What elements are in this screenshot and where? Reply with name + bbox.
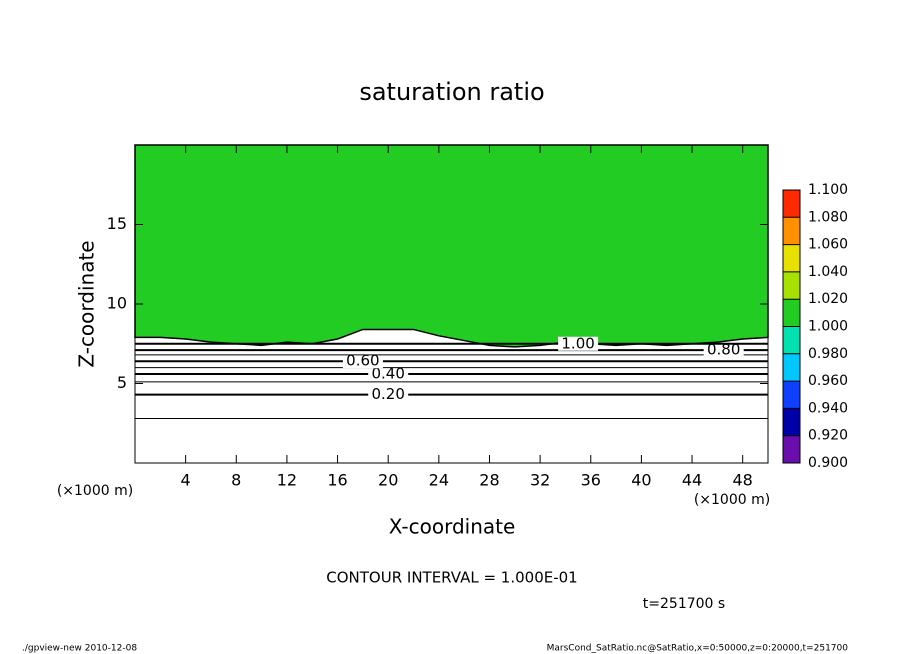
y-tick-label: 5 — [117, 373, 127, 392]
colorbar-bin — [783, 353, 800, 382]
contour-label-bg — [558, 336, 599, 351]
x-unit: (×1000 m) — [57, 483, 133, 499]
x-tick-label: 12 — [277, 471, 297, 490]
x-tick-label: 28 — [479, 471, 499, 490]
colorbar-label: 0.920 — [808, 428, 848, 444]
colorbar-label: 1.000 — [808, 319, 848, 335]
footer: MarsCond_SatRatio.nc@SatRatio,x=0:50000,… — [547, 644, 849, 654]
contour-label: 0.60 — [346, 352, 379, 370]
colorbar-bin — [783, 408, 800, 436]
colorbar-label: 1.060 — [808, 237, 848, 253]
colorbar-label: 0.900 — [808, 455, 848, 471]
colorbar-label: 1.080 — [808, 209, 848, 225]
colorbar-label: 1.020 — [808, 291, 848, 307]
contour-interval: CONTOUR INTERVAL = 1.000E-01 — [326, 569, 577, 587]
x-tick-label: 40 — [631, 471, 651, 490]
y-tick-label: 10 — [107, 294, 127, 313]
contour-label-bg — [342, 354, 383, 369]
colorbar-label: 0.940 — [808, 400, 848, 416]
contour-label-bg — [368, 366, 409, 381]
colorbar-bin — [783, 435, 800, 463]
saturated-area — [134, 144, 769, 348]
x-tick-label: 4 — [181, 471, 191, 490]
x-tick-label: 32 — [530, 471, 550, 490]
x-tick-label: 48 — [733, 471, 753, 490]
y-tick-label: 15 — [107, 214, 127, 233]
contour-label: 0.40 — [371, 364, 404, 382]
colorbar-label: 1.100 — [808, 182, 848, 198]
x-tick-label: 36 — [581, 471, 601, 490]
x-tick-label: 44 — [682, 471, 702, 490]
contour-label-bg — [368, 387, 409, 402]
colorbar-bin — [783, 381, 800, 409]
colorbar-bin — [783, 299, 800, 327]
colorbar-bin — [783, 244, 800, 272]
contour-label: 0.80 — [707, 341, 740, 359]
colorbar-bin — [783, 271, 800, 300]
contour-label-bg — [703, 343, 744, 358]
colorbar-label: 0.960 — [808, 373, 848, 389]
chart-title: saturation ratio — [359, 78, 544, 106]
x-tick-label: 24 — [429, 471, 449, 490]
x-unit: (×1000 m) — [694, 492, 770, 508]
colorbar-bin — [783, 326, 800, 354]
y-axis-label: Z-coordinate — [75, 240, 99, 367]
colorbar-bin — [783, 190, 800, 218]
time-note: t=251700 s — [643, 596, 725, 612]
x-axis-label: X-coordinate — [389, 515, 516, 539]
x-tick-label: 20 — [378, 471, 398, 490]
contour-label: 1.00 — [561, 334, 594, 352]
x-tick-label: 8 — [231, 471, 241, 490]
x-tick-label: 16 — [327, 471, 347, 490]
footer: ./gpview-new 2010-12-08 — [22, 644, 137, 654]
colorbar-label: 0.980 — [808, 346, 848, 362]
colorbar-label: 1.040 — [808, 264, 848, 280]
colorbar-bin — [783, 217, 800, 245]
contour-label: 0.20 — [371, 385, 404, 403]
